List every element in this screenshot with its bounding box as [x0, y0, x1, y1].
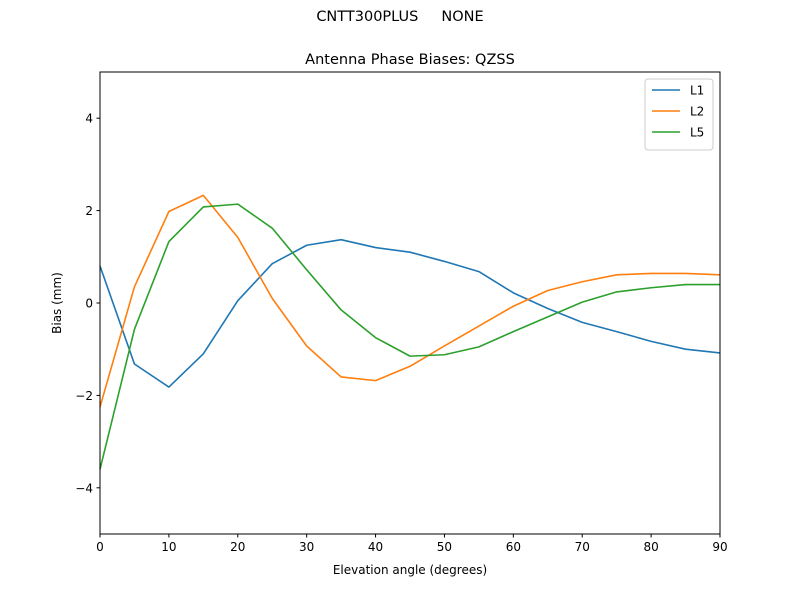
series-line-l5 [99, 203, 720, 470]
chart-title: Antenna Phase Biases: QZSS [305, 52, 515, 68]
x-tick-label: 70 [575, 540, 590, 554]
suptitle-radome: NONE [441, 9, 484, 25]
y-tick-label: 0 [85, 297, 93, 311]
y-tick-label: 2 [85, 204, 93, 218]
x-tick-label: 50 [437, 540, 452, 554]
x-axis-label: Elevation angle (degrees) [333, 563, 487, 577]
y-axis-label: Bias (mm) [50, 272, 64, 334]
legend-label-l1: L1 [690, 84, 704, 98]
legend-label-l2: L2 [690, 105, 704, 119]
x-tick-label: 60 [506, 540, 521, 554]
x-tick-label: 90 [712, 540, 727, 554]
legend-label-l5: L5 [690, 126, 704, 140]
series-lines [99, 194, 721, 470]
axis-ticks: 0 10 20 30 40 50 60 70 80 90 −4 −2 0 2 4 [75, 112, 727, 554]
y-tick-label: −2 [75, 389, 93, 403]
x-tick-label: 10 [161, 540, 176, 554]
figure-suptitle: CNTT300PLUS NONE [0, 9, 800, 25]
series-line-l2 [99, 194, 721, 408]
x-tick-label: 20 [230, 540, 245, 554]
x-tick-label: 80 [643, 540, 658, 554]
plot-frame [99, 71, 721, 535]
series-line-l1 [99, 238, 721, 388]
x-tick-label: 30 [299, 540, 314, 554]
x-tick-label: 40 [368, 540, 383, 554]
suptitle-antenna: CNTT300PLUS [316, 9, 419, 25]
y-tick-label: −4 [75, 481, 93, 495]
x-tick-label: 0 [96, 540, 104, 554]
legend: L1 L2 L5 [644, 78, 714, 151]
y-tick-label: 4 [85, 112, 93, 126]
